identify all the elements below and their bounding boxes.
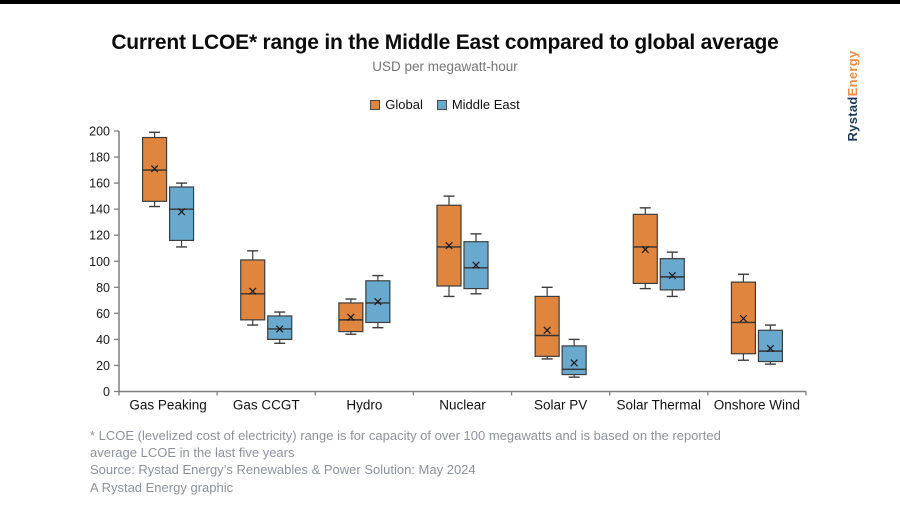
boxplot-global-hydro (338, 298, 364, 335)
mean-x-marker (641, 245, 650, 254)
mean-x-marker (445, 241, 453, 250)
legend-label-global: Global (385, 97, 423, 112)
category-label: Hydro (346, 398, 382, 413)
footnote-source: Source: Rystad Energy’s Renewables & Pow… (90, 462, 476, 478)
legend-item-middle-east: Middle East (436, 97, 520, 112)
mean-x-marker (275, 325, 284, 333)
mean-x-marker (668, 271, 677, 280)
chart-legend: Global Middle East (0, 97, 890, 112)
y-tick-label: 200 (89, 125, 110, 139)
mean-x-marker (570, 359, 578, 367)
rystad-energy-logo: RystadEnergy (845, 37, 861, 155)
chart-subtitle: USD per megawatt-hour (372, 59, 518, 74)
category-label: Solar PV (534, 398, 587, 413)
y-tick-label: 100 (89, 255, 110, 269)
y-tick-label: 80 (96, 281, 110, 295)
y-tick-label: 140 (89, 203, 110, 217)
chart-footnotes: * LCOE (levelized cost of electricity) r… (90, 427, 830, 496)
y-tick-label: 60 (96, 307, 110, 321)
boxplot-middle-east-gas-ccgt (267, 311, 293, 345)
boxplot-middle-east-solar-thermal (659, 251, 685, 298)
y-tick-label: 20 (96, 359, 110, 373)
category-label: Onshore Wind (714, 398, 800, 413)
page-title: Current LCOE* range in the Middle East c… (111, 31, 779, 54)
middle-east-legend-swatch-icon (436, 99, 447, 110)
boxplot-global-nuclear (436, 195, 462, 298)
mean-x-marker (347, 313, 355, 321)
y-tick-label: 0 (103, 385, 110, 399)
mean-x-marker (177, 208, 186, 216)
mean-x-marker (766, 344, 775, 353)
y-tick-label: 160 (89, 177, 110, 191)
category-label: Nuclear (439, 398, 486, 413)
boxplot-middle-east-gas-peaking (168, 182, 195, 248)
footnote-line-1: * LCOE (levelized cost of electricity) r… (90, 428, 721, 443)
footnote-line-2: average LCOE in the last five years (90, 445, 295, 461)
y-tick-label: 120 (89, 229, 110, 243)
footnote-credit: A Rystad Energy graphic (90, 479, 234, 495)
boxplot-global-gas-peaking (141, 131, 168, 208)
logo-rystad-text: Rystad (845, 96, 860, 142)
boxplot-global-solar-pv (534, 286, 560, 360)
global-legend-swatch-icon (370, 99, 381, 110)
mean-x-marker (472, 261, 480, 269)
boxplot-global-solar-thermal (632, 207, 658, 290)
top-border-bar (0, 0, 900, 4)
mean-x-marker (543, 326, 551, 335)
mean-x-marker (739, 314, 748, 323)
mean-x-marker (248, 287, 257, 295)
legend-label-middle-east: Middle East (451, 97, 520, 112)
category-label: Gas Peaking (129, 398, 206, 413)
logo-energy-text: Energy (845, 50, 860, 97)
category-label: Solar Thermal (617, 398, 702, 413)
boxplot-middle-east-nuclear (463, 233, 489, 295)
boxplot-global-onshore-wind (730, 273, 757, 361)
boxplot-middle-east-hydro (365, 274, 391, 329)
y-tick-label: 180 (89, 151, 110, 165)
boxplot-global-gas-ccgt (240, 250, 266, 326)
boxplot-middle-east-solar-pv (561, 338, 587, 378)
category-label: Gas CCGT (233, 398, 300, 413)
legend-item-global: Global (370, 97, 423, 112)
y-tick-label: 40 (96, 333, 110, 347)
boxplot-middle-east-onshore-wind (757, 324, 784, 365)
mean-x-marker (374, 297, 382, 306)
mean-x-marker (150, 165, 159, 173)
